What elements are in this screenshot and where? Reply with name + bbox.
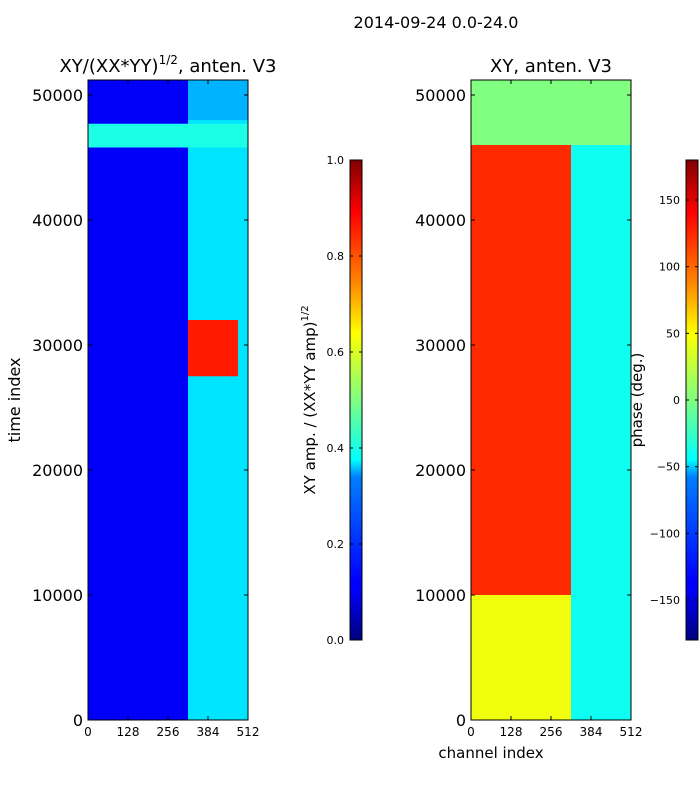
phase-axes: 0 128 256 384 512 0 10000 20000 30000 40000 50000 (415, 80, 642, 739)
heatmap-region (571, 145, 631, 720)
colorbar-tick-label: 0.2 (327, 538, 345, 551)
heatmap-region (471, 595, 571, 720)
amplitude-axes: 0 128 256 384 512 0 10000 20000 30000 40000 50000 (32, 80, 259, 739)
colorbar-tick-label: −50 (657, 461, 680, 474)
colorbar-tick-label: 0.0 (327, 634, 345, 647)
heatmap-region (88, 80, 188, 720)
colorbar-tick-label: 0 (673, 394, 680, 407)
amplitude-colorbar-label: XY amp. / (XX*YY amp)1/2 (300, 305, 319, 494)
x-tick-label: 256 (157, 725, 180, 739)
colorbar-tick-label: −100 (650, 527, 680, 540)
colorbar-tick-label: 0.6 (327, 346, 345, 359)
y-tick-label: 10000 (32, 586, 83, 605)
phase-colorbar: −150 −100 −50 0 50 100 150 phase (deg.) (628, 159, 699, 641)
x-tick-label: 256 (540, 725, 563, 739)
colorbar-tick-label: −150 (650, 594, 680, 607)
colorbar-tick-label: 50 (666, 327, 680, 340)
phase-colorbar-label: phase (deg.) (628, 353, 646, 448)
heatmap-region (88, 123, 248, 148)
phase-xlabel: channel index (438, 744, 543, 762)
y-tick-label: 50000 (415, 86, 466, 105)
y-tick-label: 0 (73, 711, 83, 730)
y-tick-label: 50000 (32, 86, 83, 105)
heatmap-region (188, 80, 248, 120)
x-tick-label: 384 (197, 725, 220, 739)
colorbar-tick-label: 100 (659, 261, 680, 274)
x-tick-label: 128 (500, 725, 523, 739)
phase-panel: XY, anten. V3 0 128 256 384 512 0 10000 20000 30… (415, 56, 642, 762)
phase-panel-title: XY, anten. V3 (490, 56, 612, 77)
x-tick-label: 0 (467, 725, 475, 739)
amplitude-colorbar-ticks: 0.0 0.2 0.4 0.6 0.8 1.0 (327, 154, 362, 647)
phase-heatmap (471, 80, 631, 720)
figure-suptitle: 2014-09-24 0.0-24.0 (354, 13, 519, 32)
amplitude-ylabel: time index (5, 357, 24, 442)
x-tick-label: 512 (237, 725, 260, 739)
x-tick-label: 128 (117, 725, 140, 739)
amplitude-panel-title: XY/(XX*YY)1/2, anten. V3 (59, 53, 276, 77)
x-tick-label: 384 (580, 725, 603, 739)
amplitude-colorbar-gradient (349, 159, 363, 641)
heatmap-region (188, 320, 238, 377)
heatmap-region (471, 80, 631, 145)
x-tick-label: 0 (84, 725, 92, 739)
y-tick-label: 40000 (415, 211, 466, 230)
y-tick-label: 30000 (415, 336, 466, 355)
heatmap-region (188, 80, 248, 720)
y-tick-label: 40000 (32, 211, 83, 230)
amplitude-heatmap (88, 80, 248, 720)
amplitude-colorbar: 0.0 0.2 0.4 0.6 0.8 1.0 XY amp. / (XX*YY amp)… (300, 154, 363, 647)
colorbar-tick-label: 1.0 (327, 154, 345, 167)
y-tick-label: 20000 (415, 461, 466, 480)
colorbar-tick-label: 0.8 (327, 250, 345, 263)
y-tick-label: 0 (456, 711, 466, 730)
x-tick-label: 512 (620, 725, 643, 739)
colorbar-tick-label: 150 (659, 194, 680, 207)
amplitude-panel: XY/(XX*YY)1/2, anten. V3 0 128 256 384 512 0 1… (5, 53, 277, 739)
phase-colorbar-ticks: −150 −100 −50 0 50 100 150 (650, 194, 698, 607)
y-tick-label: 20000 (32, 461, 83, 480)
y-tick-label: 10000 (415, 586, 466, 605)
colorbar-tick-label: 0.4 (327, 442, 345, 455)
y-tick-label: 30000 (32, 336, 83, 355)
